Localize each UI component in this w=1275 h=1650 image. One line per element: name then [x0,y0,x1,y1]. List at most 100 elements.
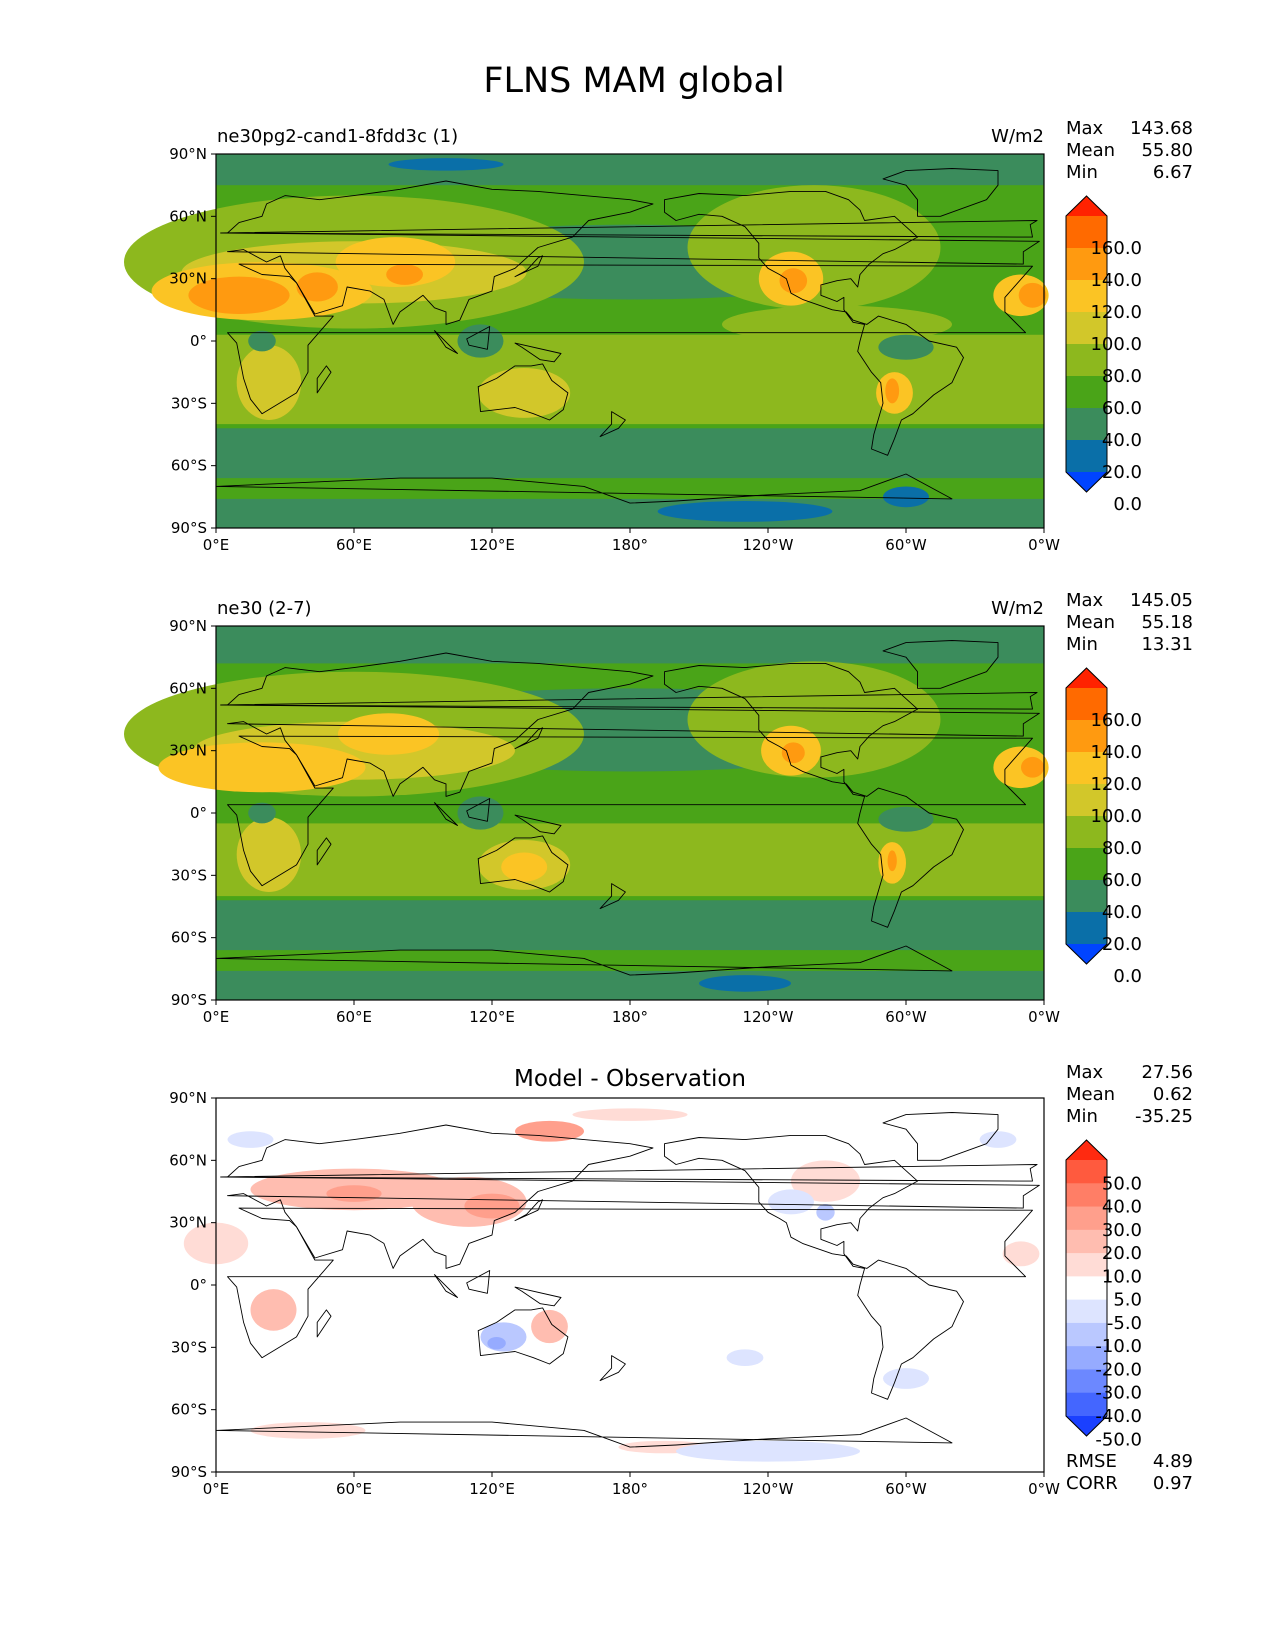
field-patch [158,742,366,793]
colorbar-bottom-extend [1066,944,1107,964]
stat-label: RMSE [1066,1451,1117,1472]
stat-value: 6.67 [1153,162,1193,183]
colorbar-level-label: 10.0 [1102,1266,1142,1287]
colorbar: 50.0 40.030.020.010.0 5.0-5.0-10.0-20.0 -30… [1065,1139,1142,1450]
colorbar-outline [1065,667,1108,965]
colorbar-level-label: 120.0 [1090,774,1142,795]
stat-label: Max [1066,1062,1104,1083]
map-area [124,153,1049,529]
field-patch [188,276,290,314]
y-tick-label: 0° [190,1276,207,1294]
stat-label: Mean [1066,612,1115,633]
y-tick-label: 60°S [171,1401,207,1419]
colorbar-level-label: 60.0 [1102,870,1142,891]
colorbar-outline [1065,195,1108,493]
field-patch [979,1131,1017,1148]
colorbar-level-label: 140.0 [1090,270,1142,291]
y-tick-label: 60°N [169,1151,207,1169]
stat-value: 4.89 [1153,1451,1193,1472]
figure-title: FLNS MAM global [483,61,784,101]
colorbar-level-label: 20.0 [1102,462,1142,483]
coastline [514,814,562,835]
x-tick-label: 0°W [1028,536,1060,554]
field-patch [885,378,900,404]
stat-label: Mean [1066,140,1115,161]
coastline [466,798,491,822]
y-tick-label: 90°S [171,519,207,537]
field-band [216,900,1044,1000]
field-band [216,626,1044,664]
stat-value: 13.31 [1141,634,1193,655]
panel-center-title: Model - Observation [514,1066,746,1092]
colorbar-segment [1066,1392,1107,1417]
coastline [220,220,1038,238]
field-patch [816,1203,835,1221]
field-patch [335,237,456,287]
field-patch [781,742,805,764]
colorbar-segment [1066,1369,1107,1394]
field-patch [699,975,791,992]
field-patch [326,1185,382,1202]
y-tick-label: 30°S [171,866,207,884]
stat-label: CORR [1066,1473,1118,1494]
coastline [477,1307,569,1365]
coastline [477,363,569,421]
coastline [434,1274,458,1298]
colorbar-level-label: 100.0 [1090,806,1142,827]
stat-value: 27.56 [1141,1062,1193,1083]
x-tick-label: 0°E [203,1480,230,1498]
stat-value: 0.97 [1153,1473,1193,1494]
coastline [227,735,1033,887]
coastline [466,326,491,350]
colorbar-segment [1066,1206,1107,1231]
coastlines [215,1112,1040,1448]
colorbar-top-extend [1066,196,1107,216]
y-tick-label: 60°N [169,207,207,225]
x-tick-label: 60°E [336,536,372,554]
field-patch [388,158,504,171]
colorbar-level-label: 100.0 [1090,334,1142,355]
field-patch [457,324,504,358]
coastline [514,255,544,278]
field-patch [768,1189,814,1215]
coastline [466,1270,491,1294]
colorbar-segment [1066,312,1107,345]
coastline [882,168,999,217]
coastline [434,330,458,354]
field-patch [722,305,952,344]
x-tick-label: 120°E [469,536,515,554]
field-patch [464,1193,520,1219]
coastline [227,652,1040,797]
coastline [227,1124,1040,1269]
coastline [434,802,458,826]
field-patch [687,185,941,310]
x-tick-label: 60°E [336,1008,372,1026]
y-tick-label: 30°S [171,394,207,412]
colorbar-segment [1066,216,1107,249]
field-patch [791,1160,860,1202]
x-tick-label: 180° [612,1480,648,1498]
coastline [220,692,1038,710]
colorbar-segment [1066,720,1107,753]
field-patch [337,713,440,755]
colorbar-segment [1066,784,1107,817]
map-area [124,625,1049,1001]
x-tick-label: 60°W [885,1480,927,1498]
colorbar-level-label: 50.0 [1102,1173,1142,1194]
colorbar-level-label: 0.0 [1113,494,1142,515]
colorbar-level-label: 40.0 [1102,902,1142,923]
x-tick-label: 180° [612,1008,648,1026]
field-patch [572,1108,688,1121]
y-tick-label: 0° [190,332,207,350]
colorbar-level-label: -40.0 [1095,1406,1142,1427]
colorbar-level-label: -10.0 [1095,1336,1142,1357]
colorbar-level-label: 160.0 [1090,710,1142,731]
colorbar-segment [1066,1160,1107,1184]
field-patch [386,264,423,285]
coastline [664,662,964,928]
coastline [220,1164,1038,1182]
y-tick-label: 30°S [171,1338,207,1356]
coastline [514,1199,544,1222]
x-tick-label: 120°W [743,1008,794,1026]
field-band [216,478,1044,499]
